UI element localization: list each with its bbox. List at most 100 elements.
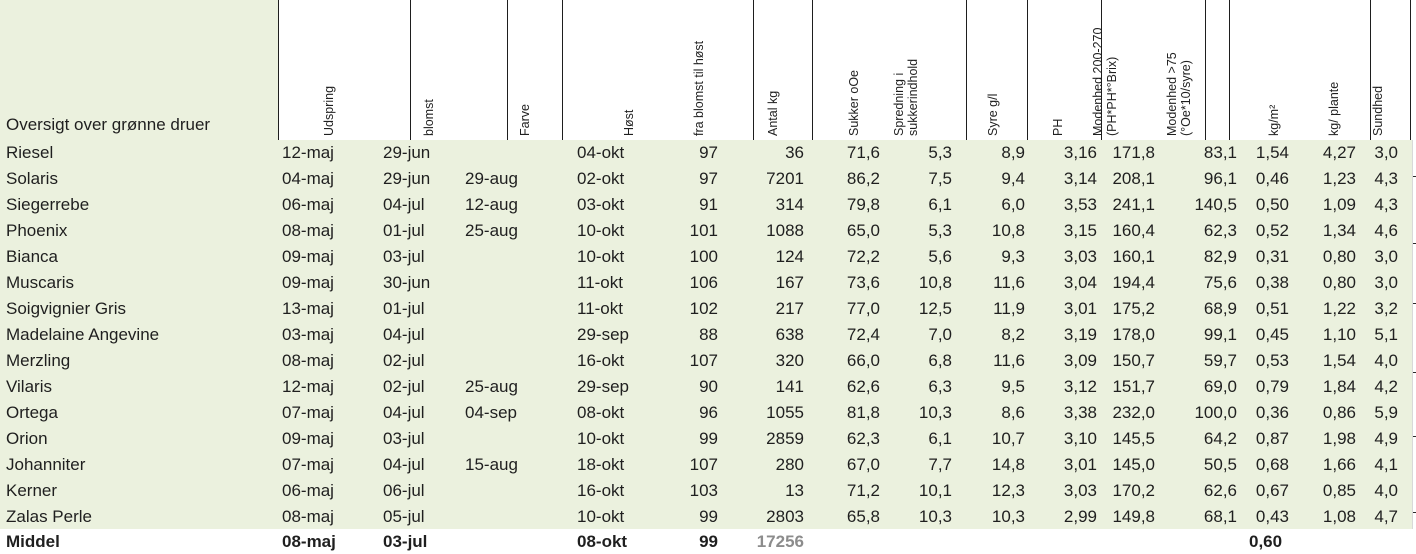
table-cell[interactable]: 99	[699, 532, 718, 551]
table-cell[interactable]: 145,5	[1112, 429, 1155, 448]
table-cell[interactable]: 10,3	[918, 403, 952, 422]
row-label[interactable]: Orion	[6, 429, 48, 448]
table-cell[interactable]: 103	[689, 481, 718, 500]
table-cell[interactable]: 107	[689, 351, 718, 370]
row-label[interactable]: Madelaine Angevine	[6, 325, 160, 344]
table-cell[interactable]: 82,9	[1203, 247, 1237, 266]
table-cell[interactable]: 08-maj	[282, 532, 336, 551]
table-cell[interactable]: 16-okt	[577, 351, 625, 370]
table-cell[interactable]: 18-okt	[577, 455, 625, 474]
table-cell[interactable]: 107	[689, 455, 718, 474]
table-cell[interactable]: 0,60	[1249, 532, 1283, 551]
table-cell[interactable]: 77,0	[846, 299, 880, 318]
table-cell[interactable]: 3,09	[1063, 351, 1097, 370]
table-cell[interactable]: 4,27	[1322, 143, 1356, 162]
table-cell[interactable]: 69,0	[1203, 377, 1237, 396]
row-label[interactable]: Phoenix	[6, 221, 68, 240]
table-cell[interactable]: 71,6	[846, 143, 880, 162]
row-label[interactable]: Kerner	[6, 481, 58, 500]
table-cell[interactable]: 6,0	[1001, 195, 1025, 214]
table-cell[interactable]: 1,09	[1322, 195, 1356, 214]
table-cell[interactable]: 05-jul	[383, 507, 425, 526]
table-cell[interactable]: 9,5	[1001, 377, 1025, 396]
table-cell[interactable]: 64,2	[1203, 429, 1237, 448]
table-cell[interactable]: 0,43	[1255, 507, 1289, 526]
table-cell[interactable]: 79,8	[846, 195, 880, 214]
row-label[interactable]: Middel	[6, 532, 60, 551]
table-cell[interactable]: 3,0	[1374, 247, 1398, 266]
table-cell[interactable]: 12,3	[991, 481, 1025, 500]
table-cell[interactable]: 9,3	[1001, 247, 1025, 266]
table-cell[interactable]: 3,01	[1063, 455, 1097, 474]
table-cell[interactable]: 0,46	[1255, 169, 1289, 188]
table-cell[interactable]: 09-maj	[282, 429, 334, 448]
row-label[interactable]: Riesel	[6, 143, 54, 162]
table-cell[interactable]: 01-jul	[383, 221, 425, 240]
table-cell[interactable]: 3,01	[1063, 299, 1097, 318]
table-cell[interactable]: 03-okt	[577, 195, 625, 214]
table-cell[interactable]	[465, 140, 555, 166]
table-cell[interactable]: 0,51	[1255, 299, 1289, 318]
table-cell[interactable]: 160,4	[1112, 221, 1155, 240]
table-cell[interactable]: 0,53	[1255, 351, 1289, 370]
table-cell[interactable]: 71,2	[846, 481, 880, 500]
row-label[interactable]: Siegerrebe	[6, 195, 90, 214]
table-cell[interactable]: 10-okt	[577, 429, 625, 448]
table-cell[interactable]: 5,9	[1374, 403, 1398, 422]
table-cell[interactable]: 62,3	[846, 429, 880, 448]
row-label[interactable]: Bianca	[6, 247, 58, 266]
table-cell[interactable]: 13-maj	[282, 299, 334, 318]
table-cell[interactable]: 17256	[756, 532, 804, 551]
table-cell[interactable]: 10,1	[918, 481, 952, 500]
row-label[interactable]: Johanniter	[6, 455, 86, 474]
table-cell[interactable]: 151,7	[1112, 377, 1155, 396]
table-cell[interactable]: 100,0	[1194, 403, 1237, 422]
table-cell[interactable]: 6,3	[928, 377, 952, 396]
table-cell[interactable]: 50,5	[1203, 455, 1237, 474]
table-cell[interactable]: 62,6	[846, 377, 880, 396]
table-cell[interactable]: 99	[699, 507, 718, 526]
table-cell[interactable]: 96	[699, 403, 718, 422]
table-cell[interactable]: 03-jul	[383, 247, 425, 266]
table-cell[interactable]: 07-maj	[282, 455, 334, 474]
table-cell[interactable]: 208,1	[1112, 169, 1155, 188]
table-cell[interactable]: 02-jul	[383, 377, 425, 396]
table-cell[interactable]: 73,6	[846, 273, 880, 292]
table-cell[interactable]: 06-maj	[282, 195, 334, 214]
table-cell[interactable]: 8,9	[1001, 143, 1025, 162]
table-cell[interactable]: 8,6	[1001, 403, 1025, 422]
table-cell[interactable]: 15-aug	[465, 455, 518, 474]
table-cell[interactable]: 7,7	[928, 455, 952, 474]
table-cell[interactable]: 124	[775, 247, 804, 266]
table-cell[interactable]: 171,8	[1112, 143, 1155, 162]
table-cell[interactable]: 4,7	[1374, 507, 1398, 526]
table-cell[interactable]: 1,84	[1322, 377, 1356, 396]
table-cell[interactable]: 06-jul	[383, 481, 425, 500]
table-cell[interactable]: 59,7	[1203, 351, 1237, 370]
table-cell[interactable]: 65,8	[846, 507, 880, 526]
table-cell[interactable]: 97	[699, 143, 718, 162]
table-cell[interactable]: 12-maj	[282, 143, 334, 162]
table-cell[interactable]: 29-sep	[577, 325, 629, 344]
table-cell[interactable]: 314	[775, 195, 804, 214]
table-cell[interactable]: 96,1	[1203, 169, 1237, 188]
table-cell[interactable]: 04-jul	[383, 195, 425, 214]
table-cell[interactable]: 1,66	[1322, 455, 1356, 474]
table-cell[interactable]: 29-jun	[383, 143, 431, 162]
table-cell[interactable]	[465, 348, 555, 374]
table-cell[interactable]: 149,8	[1112, 507, 1155, 526]
table-cell[interactable]: 11,6	[993, 273, 1025, 292]
table-cell[interactable]: 81,8	[846, 403, 880, 422]
table-cell[interactable]: 68,1	[1203, 507, 1237, 526]
table-cell[interactable]: 4,0	[1374, 481, 1398, 500]
table-cell[interactable]: 14,8	[991, 455, 1025, 474]
row-label[interactable]: Solaris	[6, 169, 58, 188]
table-cell[interactable]: 06-maj	[282, 481, 334, 500]
table-cell[interactable]: 67,0	[846, 455, 880, 474]
table-cell[interactable]: 0,68	[1255, 455, 1289, 474]
table-cell[interactable]: 66,0	[846, 351, 880, 370]
table-cell[interactable]: 217	[775, 299, 804, 318]
table-cell[interactable]: 72,2	[846, 247, 880, 266]
table-cell[interactable]: 10,3	[918, 507, 952, 526]
table-cell[interactable]: 0,31	[1255, 247, 1289, 266]
